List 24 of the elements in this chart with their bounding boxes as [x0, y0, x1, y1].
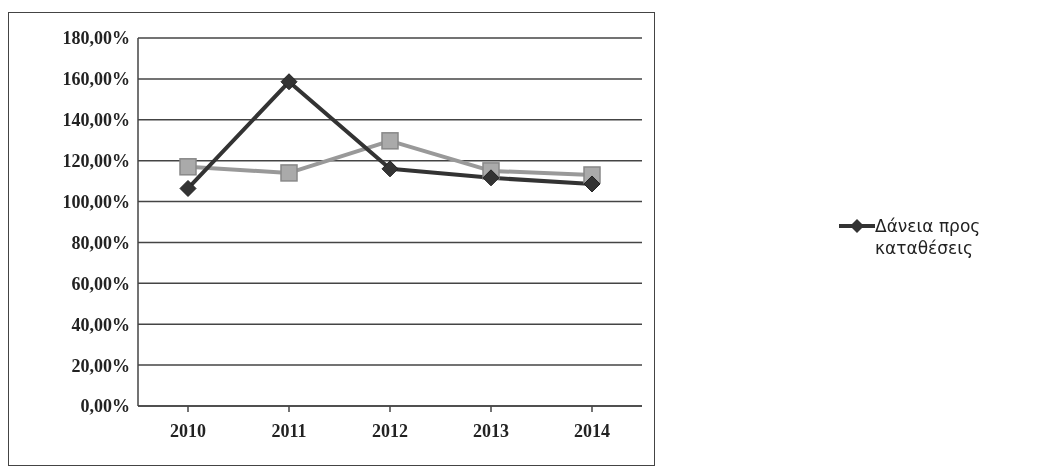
x-tick-label: 2014 — [574, 420, 610, 441]
y-tick-label: 140,00% — [62, 110, 130, 131]
y-tick-label: 40,00% — [71, 314, 130, 335]
y-tick-label: 20,00% — [71, 355, 130, 376]
legend-label: Δάνεια προς καταθέσεις — [875, 215, 982, 259]
point — [179, 179, 197, 197]
point — [381, 160, 399, 178]
y-tick-label: 80,00% — [71, 232, 130, 253]
point — [482, 169, 500, 187]
point — [179, 158, 197, 176]
point — [583, 175, 601, 193]
y-tick-label: 100,00% — [62, 191, 130, 212]
x-tick-label: 2012 — [372, 420, 408, 441]
y-tick-label: 0,00% — [80, 396, 130, 417]
y-tick-label: 180,00% — [62, 28, 130, 49]
x-tick-label: 2011 — [271, 420, 307, 441]
point — [280, 164, 298, 182]
point — [381, 132, 399, 150]
point — [280, 73, 298, 91]
y-tick-label: 160,00% — [62, 69, 130, 90]
x-tick-label: 2013 — [473, 420, 509, 441]
y-tick-label: 60,00% — [71, 273, 130, 294]
y-tick-label: 120,00% — [62, 151, 130, 172]
x-tick-label: 2010 — [170, 420, 206, 441]
